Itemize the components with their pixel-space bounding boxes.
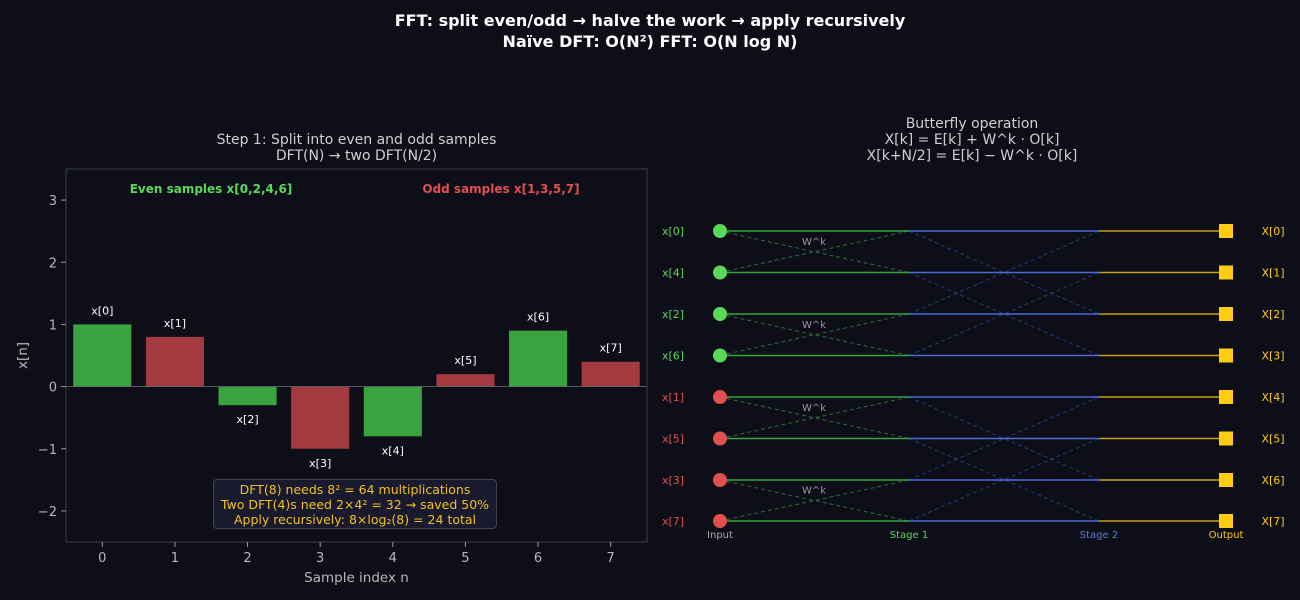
bar-label: x[1]	[164, 317, 186, 330]
output-node	[1219, 390, 1233, 404]
output-label: X[4]	[1261, 391, 1284, 404]
input-label: x[1]	[662, 391, 684, 404]
complexity-note: DFT(8) needs 8² = 64 multiplications Two…	[213, 479, 497, 529]
input-label: x[6]	[662, 350, 684, 363]
output-node	[1219, 265, 1233, 280]
output-label: X[0]	[1261, 225, 1284, 238]
input-node	[713, 431, 727, 446]
output-node	[1219, 224, 1233, 238]
butterfly-cross-line	[719, 313, 910, 356]
input-node	[713, 265, 727, 280]
left-panel-title-line2: DFT(N) → two DFT(N/2)	[275, 148, 438, 164]
even-samples-label: Even samples x[0,2,4,6]	[130, 182, 293, 196]
figure-title: FFT: split even/odd → halve the work → a…	[0, 10, 1300, 52]
x-tick-label: 6	[534, 551, 542, 566]
input-node	[713, 348, 727, 363]
stage-label-output: Output	[1209, 530, 1244, 541]
output-label: X[5]	[1261, 433, 1284, 446]
x-tick-label: 7	[607, 551, 615, 566]
stage-label-1: Stage 1	[890, 530, 928, 541]
input-node	[713, 307, 727, 321]
bar	[363, 386, 422, 437]
input-label: x[0]	[662, 225, 684, 238]
twiddle-factor-label: W^k	[802, 237, 826, 248]
butterfly-cross-line	[719, 396, 910, 439]
left-panel-title-line1: Step 1: Split into even and odd samples	[216, 132, 497, 148]
butterfly-cross-line	[719, 313, 910, 356]
output-node	[1219, 307, 1233, 321]
bar	[509, 330, 568, 387]
right-panel-title-line2: X[k] = E[k] + W^k · O[k]	[884, 132, 1060, 148]
stage-label-input: Input	[707, 530, 733, 541]
bar-label: x[0]	[91, 304, 113, 317]
input-node	[713, 224, 727, 238]
y-tick-label: 3	[49, 194, 57, 209]
twiddle-factor-label: W^k	[802, 486, 826, 497]
right-panel-title: Butterfly operation X[k] = E[k] + W^k · …	[772, 116, 1172, 164]
bar-label: x[4]	[382, 444, 404, 457]
x-tick-label: 3	[316, 551, 324, 566]
figure-title-line1: FFT: split even/odd → halve the work → a…	[394, 11, 906, 30]
output-node	[1219, 514, 1233, 528]
y-tick-label: 0	[49, 381, 57, 396]
bar	[291, 386, 350, 449]
output-label: X[3]	[1261, 350, 1284, 363]
bar-label: x[5]	[454, 354, 476, 367]
bar	[145, 336, 204, 387]
x-tick-label: 0	[98, 551, 106, 566]
bar-label: x[3]	[309, 457, 331, 470]
input-label: x[4]	[662, 267, 684, 280]
note-line-1: DFT(8) needs 8² = 64 multiplications	[239, 482, 471, 497]
note-line-3: Apply recursively: 8×log₂(8) = 24 total	[233, 512, 477, 527]
x-tick-label: 5	[461, 551, 469, 566]
right-panel-title-line3: X[k+N/2] = E[k] − W^k · O[k]	[866, 148, 1078, 164]
output-node	[1219, 431, 1233, 446]
right-panel-title-line1: Butterfly operation	[905, 116, 1039, 132]
bar	[436, 374, 495, 387]
butterfly-cross-line	[719, 230, 910, 273]
twiddle-factor-label: W^k	[802, 320, 826, 331]
odd-samples-label: Odd samples x[1,3,5,7]	[422, 182, 579, 196]
butterfly-cross-line	[719, 479, 910, 522]
output-node	[1219, 473, 1233, 487]
left-panel-title: Step 1: Split into even and odd samples …	[66, 132, 647, 164]
y-tick-label: −1	[38, 443, 57, 458]
butterfly-cross-line	[719, 479, 910, 522]
stage-label-2: Stage 2	[1080, 530, 1118, 541]
input-node	[713, 473, 727, 487]
bar-label: x[2]	[237, 413, 259, 426]
x-tick-label: 2	[243, 551, 251, 566]
bar	[73, 324, 132, 387]
input-node	[713, 390, 727, 404]
input-label: x[2]	[662, 308, 684, 321]
twiddle-factor-label: W^k	[802, 403, 826, 414]
input-label: x[3]	[662, 474, 684, 487]
x-tick-label: 1	[171, 551, 179, 566]
input-label: x[5]	[662, 433, 684, 446]
input-node	[713, 514, 727, 528]
output-label: X[2]	[1261, 308, 1284, 321]
bar	[581, 361, 640, 387]
bar-label: x[6]	[527, 311, 549, 324]
butterfly-cross-line	[719, 396, 910, 439]
y-axis-label: x[n]	[15, 342, 31, 369]
x-axis-label: Sample index n	[304, 570, 409, 586]
note-line-2: Two DFT(4)s need 2×4² = 32 → saved 50%	[220, 497, 490, 512]
x-tick-label: 4	[389, 551, 397, 566]
bar-label: x[7]	[600, 342, 622, 355]
figure-title-line2: Naïve DFT: O(N²) FFT: O(N log N)	[502, 32, 798, 51]
output-label: X[6]	[1261, 474, 1284, 487]
output-label: X[7]	[1261, 515, 1284, 528]
output-label: X[1]	[1261, 267, 1284, 280]
plot-frame	[65, 168, 648, 543]
bar	[218, 386, 277, 406]
y-tick-label: −2	[38, 505, 57, 520]
output-node	[1219, 348, 1233, 363]
y-tick-label: 1	[49, 318, 57, 333]
y-tick-label: 2	[49, 256, 57, 271]
butterfly-cross-line	[719, 230, 910, 273]
input-label: x[7]	[662, 515, 684, 528]
